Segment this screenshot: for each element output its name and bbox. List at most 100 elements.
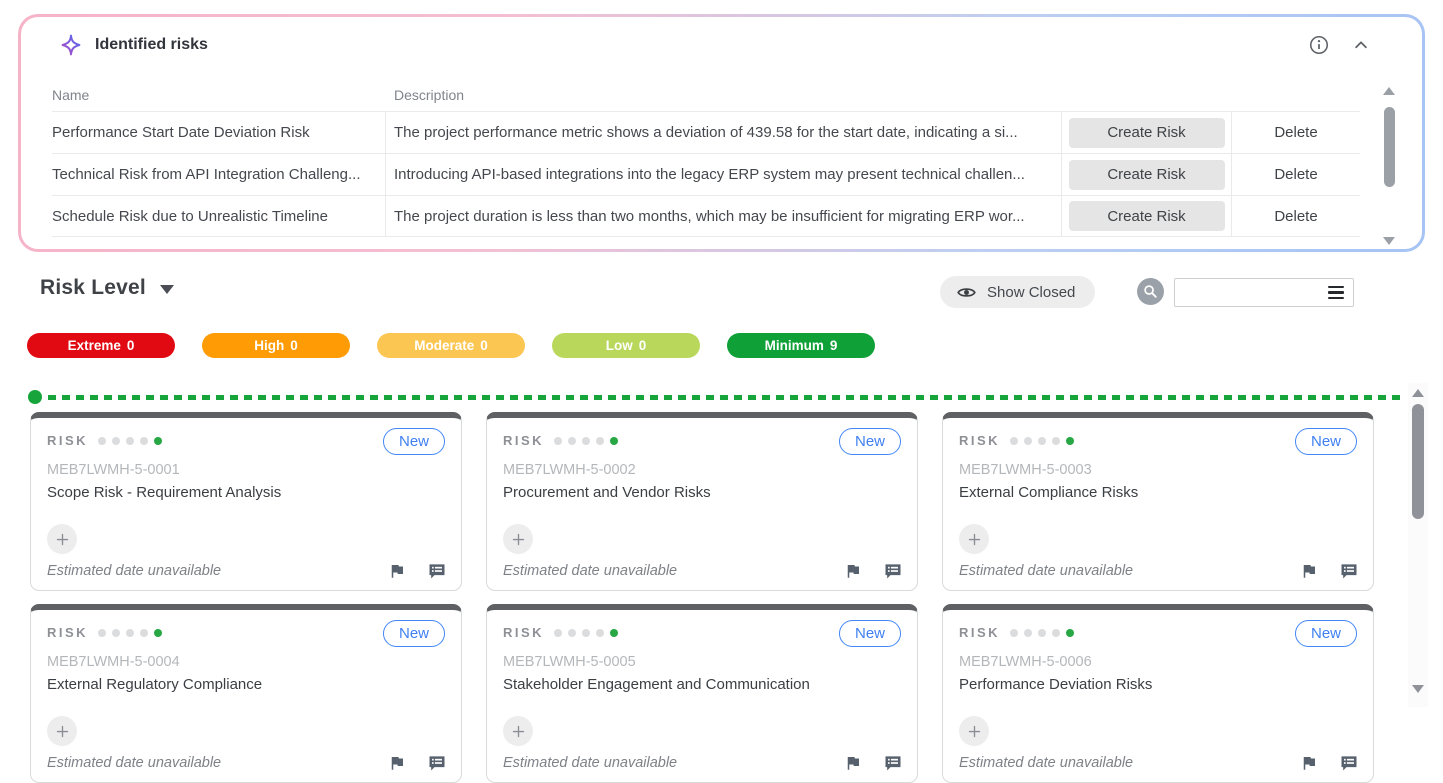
cards-scrollbar[interactable] [1408, 383, 1428, 707]
comment-icon[interactable] [427, 561, 447, 581]
risk-card-id: MEB7LWMH-5-0001 [47, 462, 180, 478]
lane-dotted-line [48, 394, 1400, 400]
add-button[interactable] [503, 716, 533, 746]
filter-pill-high[interactable]: High 0 [202, 333, 350, 358]
delete-button[interactable]: Delete [1274, 124, 1318, 141]
risk-card[interactable]: RISK New MEB7LWMH-5-0006 Performance Dev… [942, 604, 1374, 783]
risk-card[interactable]: RISK New MEB7LWMH-5-0001 Scope Risk - Re… [30, 412, 462, 591]
status-badge-new[interactable]: New [382, 620, 445, 647]
flag-icon[interactable] [844, 562, 862, 580]
scroll-down-arrow-icon[interactable] [1383, 237, 1395, 245]
sparkle-icon [59, 33, 83, 57]
filter-pill-extreme[interactable]: Extreme 0 [27, 333, 175, 358]
add-button[interactable] [503, 524, 533, 554]
risk-level-dots [1010, 436, 1075, 445]
add-button[interactable] [47, 716, 77, 746]
risk-level-dots [554, 628, 619, 637]
search-button[interactable] [1137, 278, 1164, 305]
status-badge-new[interactable]: New [1294, 428, 1357, 455]
filter-pill-minimum[interactable]: Minimum 9 [727, 333, 875, 358]
flag-icon[interactable] [1300, 562, 1318, 580]
pill-count: 9 [829, 338, 838, 353]
risk-name: Performance Start Date Deviation Risk [52, 112, 386, 153]
risk-description: The project duration is less than two mo… [386, 196, 1062, 236]
lane-status-dot [28, 390, 42, 404]
scroll-up-arrow-icon[interactable] [1412, 389, 1424, 397]
delete-button[interactable]: Delete [1274, 166, 1318, 183]
scrollbar-thumb[interactable] [1412, 404, 1424, 519]
estimated-date-label: Estimated date unavailable [503, 563, 678, 579]
risk-cards-grid: RISK New MEB7LWMH-5-0001 Scope Risk - Re… [30, 412, 1374, 783]
risk-card-title: Procurement and Vendor Risks [503, 484, 711, 501]
risk-card-id: MEB7LWMH-5-0003 [959, 462, 1092, 478]
risk-type-label: RISK [47, 433, 89, 448]
scrollbar-thumb[interactable] [1383, 107, 1395, 187]
status-badge-new[interactable]: New [838, 620, 901, 647]
risk-card[interactable]: RISK New MEB7LWMH-5-0002 Procurement and… [486, 412, 918, 591]
comment-icon[interactable] [883, 753, 903, 773]
comment-icon[interactable] [883, 561, 903, 581]
risk-card[interactable]: RISK New MEB7LWMH-5-0003 External Compli… [942, 412, 1374, 591]
risk-name: Schedule Risk due to Unrealistic Timelin… [52, 196, 386, 236]
risk-card-title: External Compliance Risks [959, 484, 1139, 501]
risk-card-id: MEB7LWMH-5-0004 [47, 654, 180, 670]
pill-label: Minimum [764, 338, 824, 353]
risk-level-filters: Extreme 0 High 0 Moderate 0 Low 0 Minimu… [27, 333, 875, 358]
lane-separator [28, 390, 1400, 404]
risk-card-id: MEB7LWMH-5-0006 [959, 654, 1092, 670]
comment-icon[interactable] [1339, 561, 1359, 581]
scroll-down-arrow-icon[interactable] [1412, 685, 1424, 693]
create-risk-button[interactable]: Create Risk [1068, 201, 1225, 231]
status-badge-new[interactable]: New [1294, 620, 1357, 647]
flag-icon[interactable] [1300, 754, 1318, 772]
status-badge-new[interactable]: New [838, 428, 901, 455]
filter-pill-low[interactable]: Low 0 [552, 333, 700, 358]
panel-header: Identified risks [21, 17, 1422, 73]
pill-count: 0 [290, 338, 298, 353]
estimated-date-label: Estimated date unavailable [959, 755, 1134, 771]
create-risk-button[interactable]: Create Risk [1068, 159, 1225, 190]
risk-type-label: RISK [503, 625, 545, 640]
identified-risks-table: Name Description Performance Start Date … [52, 79, 1360, 237]
info-icon[interactable] [1308, 34, 1330, 56]
table-header-row: Name Description [52, 79, 1360, 111]
toolbar: Risk Level Show Closed [0, 276, 1443, 310]
table-row: Technical Risk from API Integration Chal… [52, 153, 1360, 195]
table-scrollbar[interactable] [1382, 87, 1396, 245]
risk-card-id: MEB7LWMH-5-0005 [503, 654, 636, 670]
status-badge-new[interactable]: New [382, 428, 445, 455]
risk-type-label: RISK [503, 433, 545, 448]
flag-icon[interactable] [844, 754, 862, 772]
risk-card-title: External Regulatory Compliance [47, 676, 263, 693]
eye-icon [956, 282, 977, 303]
risk-card[interactable]: RISK New MEB7LWMH-5-0005 Stakeholder Eng… [486, 604, 918, 783]
add-button[interactable] [959, 716, 989, 746]
chevron-down-icon [159, 285, 174, 294]
risk-level-label: Risk Level [40, 276, 146, 299]
estimated-date-label: Estimated date unavailable [47, 563, 222, 579]
add-button[interactable] [959, 524, 989, 554]
pill-label: High [254, 338, 285, 353]
comment-icon[interactable] [427, 753, 447, 773]
search-input[interactable] [1175, 279, 1328, 306]
collapse-chevron-up-icon[interactable] [1352, 36, 1370, 54]
identified-risks-panel: Identified risks Name [18, 14, 1425, 252]
risk-level-dots [554, 436, 619, 445]
identified-risks-panel-body: Identified risks Name [21, 17, 1422, 249]
add-button[interactable] [47, 524, 77, 554]
show-closed-button[interactable]: Show Closed [940, 276, 1096, 308]
scroll-up-arrow-icon[interactable] [1383, 87, 1395, 95]
risk-level-dropdown[interactable]: Risk Level [40, 276, 174, 300]
search-field [1174, 278, 1354, 307]
risk-type-label: RISK [959, 625, 1001, 640]
flag-icon[interactable] [388, 562, 406, 580]
flag-icon[interactable] [388, 754, 406, 772]
comment-icon[interactable] [1339, 753, 1359, 773]
risk-card[interactable]: RISK New MEB7LWMH-5-0004 External Regula… [30, 604, 462, 783]
estimated-date-label: Estimated date unavailable [959, 563, 1134, 579]
menu-icon[interactable] [1328, 285, 1353, 300]
filter-pill-moderate[interactable]: Moderate 0 [377, 333, 525, 358]
delete-button[interactable]: Delete [1274, 207, 1318, 225]
risk-level-dots [98, 628, 163, 637]
create-risk-button[interactable]: Create Risk [1068, 117, 1225, 148]
